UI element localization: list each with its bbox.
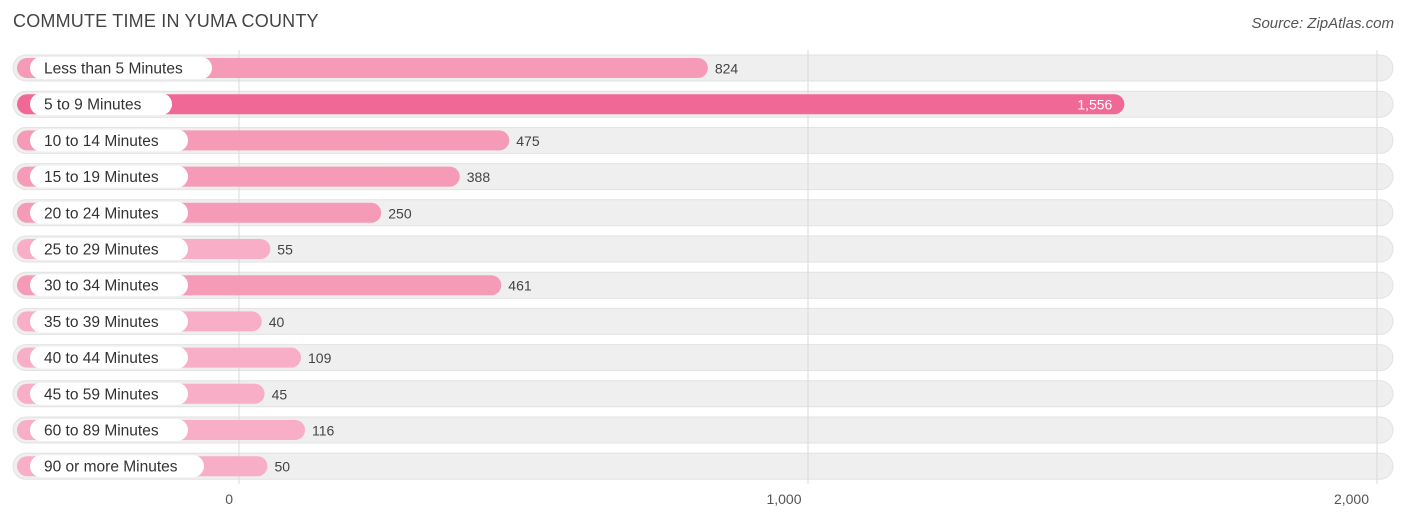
category-label-pill (30, 93, 172, 116)
value-label: 388 (467, 169, 491, 185)
value-label: 50 (274, 459, 290, 475)
category-label-pill (30, 419, 188, 441)
category-label-pill (30, 165, 188, 188)
value-label: 116 (312, 423, 335, 439)
value-label: 45 (272, 386, 288, 402)
category-label-pill (30, 346, 188, 369)
category-label-pill (30, 382, 188, 405)
category-label-pill (30, 274, 188, 297)
category-label-pill (30, 129, 188, 152)
category-label-pill (30, 57, 212, 79)
category-label: 40 to 44 Minutes (44, 350, 159, 367)
category-label-pill (30, 310, 188, 333)
category-label: 5 to 9 Minutes (44, 97, 142, 114)
x-tick-label: 2,000 (1334, 491, 1369, 507)
value-label: 824 (715, 61, 739, 77)
value-label: 109 (308, 350, 332, 366)
category-label-pill (30, 201, 188, 224)
row-track (12, 380, 1394, 408)
row-track (12, 307, 1394, 335)
value-label: 250 (388, 205, 412, 221)
category-label: 35 to 39 Minutes (44, 314, 159, 331)
bar (17, 94, 1125, 115)
category-label-pill (30, 455, 204, 478)
category-label-pill (30, 238, 188, 260)
category-label: 15 to 19 Minutes (44, 169, 159, 186)
x-tick-label: 0 (225, 491, 233, 507)
row-track (12, 416, 1394, 444)
category-label: 60 to 89 Minutes (44, 423, 159, 440)
value-label: 461 (508, 278, 532, 294)
category-label: 45 to 59 Minutes (44, 386, 159, 403)
source-note: Source: ZipAtlas.com (1251, 15, 1394, 32)
category-label: 90 or more Minutes (44, 459, 178, 476)
value-label: 40 (269, 314, 285, 330)
row-track (12, 344, 1394, 372)
category-label: 25 to 29 Minutes (44, 242, 159, 259)
value-label: 1,556 (1077, 97, 1112, 113)
category-label: Less than 5 Minutes (44, 61, 183, 78)
category-label: 30 to 34 Minutes (44, 278, 159, 295)
chart-title: COMMUTE TIME IN YUMA COUNTY (13, 11, 319, 31)
value-label: 55 (277, 242, 293, 258)
value-label: 475 (516, 133, 540, 149)
row-track (12, 452, 1394, 480)
x-tick-label: 1,000 (766, 491, 801, 507)
category-label: 20 to 24 Minutes (44, 205, 159, 222)
row-track (12, 235, 1394, 263)
category-label: 10 to 14 Minutes (44, 133, 159, 150)
